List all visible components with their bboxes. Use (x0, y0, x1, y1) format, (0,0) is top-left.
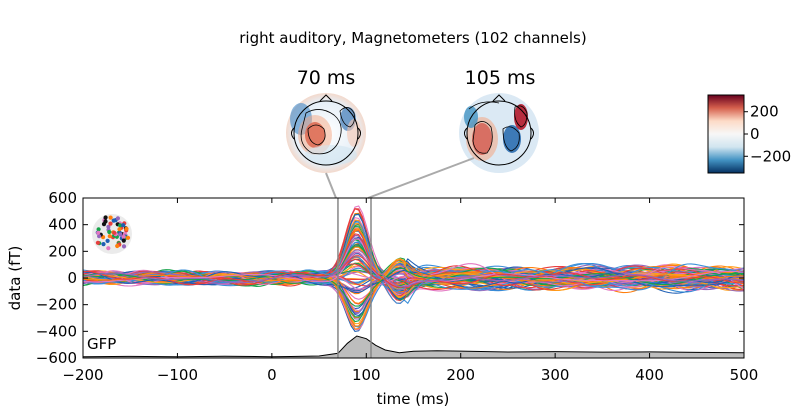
colorbar-tick-label: −200 (750, 147, 791, 165)
x-tick-label: −200 (62, 366, 103, 384)
y-tick-label: 600 (48, 189, 77, 207)
topomap-connector-1 (326, 173, 336, 198)
sensor-layout-inset (92, 214, 132, 254)
topomap-connector-2 (368, 158, 474, 198)
sensor-dot (124, 227, 128, 231)
gfp-label: GFP (87, 335, 116, 353)
y-tick-label: 200 (48, 242, 77, 260)
colorbar-tick-label: 0 (750, 125, 760, 143)
sensor-dot (108, 234, 112, 238)
sensor-dot (118, 232, 122, 236)
y-tick-label: 0 (67, 269, 77, 287)
x-tick-label: 300 (541, 366, 570, 384)
x-tick-label: 100 (352, 366, 381, 384)
x-tick-label: 0 (267, 366, 277, 384)
sensor-dot (116, 216, 120, 220)
sensor-dot (112, 231, 116, 235)
sensor-dot (126, 236, 130, 240)
sensor-dot (122, 235, 126, 239)
topomap-105ms (459, 93, 539, 173)
x-tick-label: 500 (730, 366, 759, 384)
y-axis-label: data (fT) (6, 246, 24, 311)
x-tick-label: 200 (446, 366, 475, 384)
x-axis-label: time (ms) (377, 390, 450, 408)
x-tick-label: 400 (635, 366, 664, 384)
sensor-dot (108, 222, 112, 226)
sensor-dot (103, 219, 107, 223)
y-tick-label: 400 (48, 216, 77, 234)
sensor-dot (106, 246, 110, 250)
y-tick-label: −600 (36, 349, 77, 367)
sensor-dot (115, 244, 119, 248)
x-tick-label: −100 (157, 366, 198, 384)
y-tick-label: −400 (36, 322, 77, 340)
colorbar-tick-label: 200 (750, 103, 779, 121)
sensor-dot (96, 241, 100, 245)
colorbar: 200 0 −200 (708, 95, 791, 173)
sensor-dot (104, 215, 108, 219)
sensor-dot (109, 216, 113, 220)
sensor-dot (121, 223, 125, 227)
sensor-dot (122, 244, 126, 248)
topomap-70ms (286, 93, 366, 173)
sensor-dot (107, 230, 111, 234)
y-tick-label: −200 (36, 296, 77, 314)
colorbar-gradient (708, 95, 744, 173)
sensor-dot (122, 239, 126, 243)
sensor-dot (106, 239, 110, 243)
sensor-dot (112, 219, 116, 223)
sensor-dot (96, 231, 100, 235)
sensor-dot (117, 227, 121, 231)
gfp-area (83, 336, 744, 358)
sensor-dot (101, 242, 105, 246)
